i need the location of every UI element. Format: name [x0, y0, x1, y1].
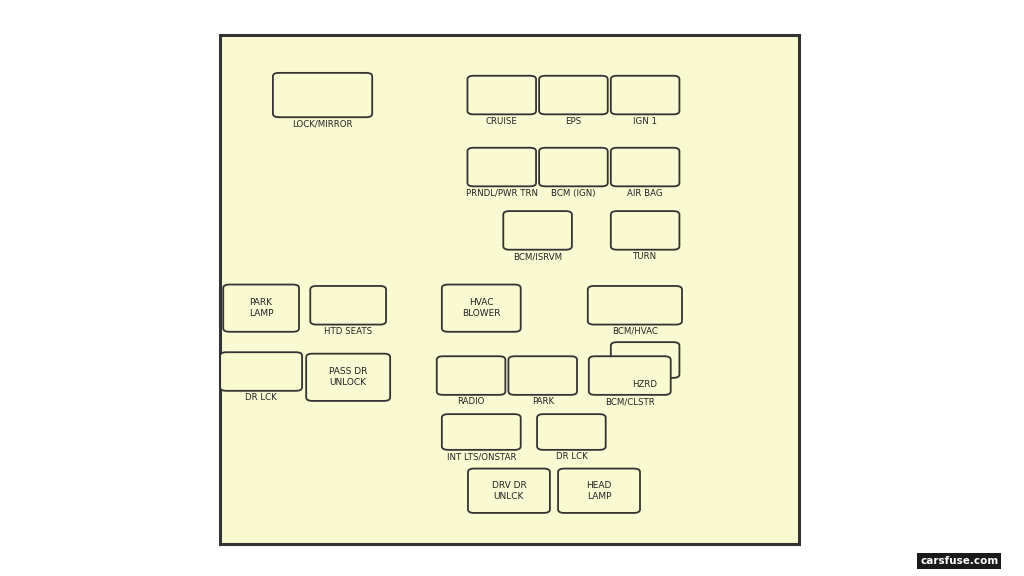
FancyBboxPatch shape: [436, 356, 506, 395]
Text: PRNDL/PWR TRN: PRNDL/PWR TRN: [466, 189, 538, 198]
Text: HZRD: HZRD: [633, 380, 657, 389]
FancyBboxPatch shape: [272, 73, 373, 118]
FancyBboxPatch shape: [558, 469, 640, 513]
FancyBboxPatch shape: [468, 469, 550, 513]
FancyBboxPatch shape: [540, 75, 608, 115]
FancyBboxPatch shape: [610, 342, 680, 378]
Text: HTD SEATS: HTD SEATS: [325, 327, 372, 336]
FancyBboxPatch shape: [220, 353, 302, 391]
FancyBboxPatch shape: [442, 414, 520, 450]
FancyBboxPatch shape: [467, 75, 537, 115]
FancyBboxPatch shape: [589, 356, 671, 395]
Text: EPS: EPS: [565, 116, 582, 126]
Text: RADIO: RADIO: [458, 397, 484, 406]
Text: carsfuse.com: carsfuse.com: [921, 556, 998, 566]
Text: DR LCK: DR LCK: [245, 393, 278, 402]
FancyBboxPatch shape: [540, 147, 608, 187]
Text: BCM/CLSTR: BCM/CLSTR: [605, 397, 654, 406]
Text: IGN 1: IGN 1: [633, 116, 657, 126]
Text: INT LTS/ONSTAR: INT LTS/ONSTAR: [446, 452, 516, 461]
FancyBboxPatch shape: [610, 147, 680, 187]
Text: BCM (IGN): BCM (IGN): [551, 189, 596, 198]
FancyBboxPatch shape: [442, 285, 520, 332]
Text: HEAD
LAMP: HEAD LAMP: [587, 481, 611, 501]
Text: BCM/ISRVM: BCM/ISRVM: [513, 252, 562, 261]
FancyBboxPatch shape: [509, 356, 578, 395]
FancyBboxPatch shape: [310, 286, 386, 325]
Text: DR LCK: DR LCK: [555, 452, 588, 461]
Text: CRUISE: CRUISE: [485, 116, 518, 126]
FancyBboxPatch shape: [306, 354, 390, 401]
FancyBboxPatch shape: [588, 286, 682, 325]
Text: AIR BAG: AIR BAG: [628, 189, 663, 198]
Text: LOCK/MIRROR: LOCK/MIRROR: [292, 120, 353, 128]
Text: DRV DR
UNLCK: DRV DR UNLCK: [492, 481, 526, 501]
FancyBboxPatch shape: [467, 147, 537, 187]
FancyBboxPatch shape: [538, 414, 606, 450]
Text: TURN: TURN: [633, 252, 657, 261]
Text: PASS DR
UNLOCK: PASS DR UNLOCK: [329, 367, 368, 387]
Text: PARK: PARK: [531, 397, 554, 406]
Text: PARK
LAMP: PARK LAMP: [249, 298, 273, 318]
Text: HVAC
BLOWER: HVAC BLOWER: [462, 298, 501, 318]
FancyBboxPatch shape: [504, 211, 571, 250]
FancyBboxPatch shape: [610, 211, 680, 250]
FancyBboxPatch shape: [610, 75, 680, 115]
FancyBboxPatch shape: [220, 35, 799, 544]
Text: BCM/HVAC: BCM/HVAC: [612, 327, 657, 336]
FancyBboxPatch shape: [223, 285, 299, 332]
